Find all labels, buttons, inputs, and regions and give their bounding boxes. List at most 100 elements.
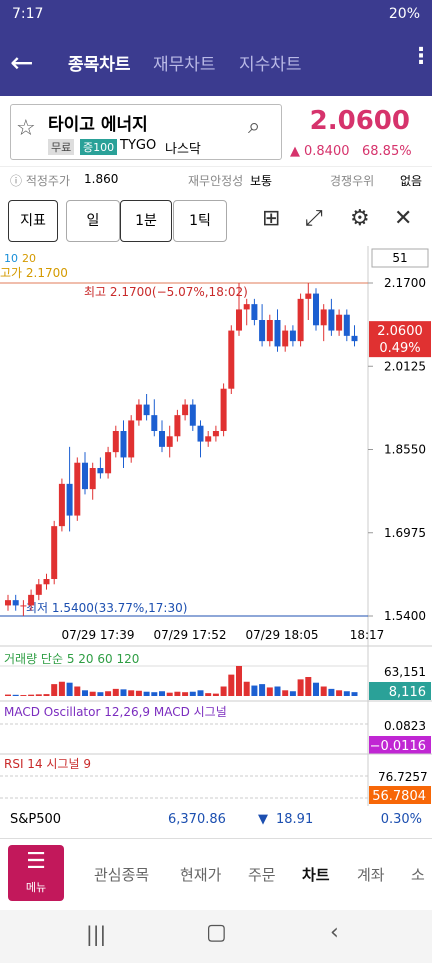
volume-bar — [35, 694, 42, 696]
candle-body — [128, 420, 135, 458]
volume-bar — [228, 674, 235, 696]
index-arrow: ▼ — [258, 812, 268, 827]
background — [0, 246, 432, 646]
info-value: 없음 — [400, 174, 423, 188]
status-battery: 20% — [388, 6, 420, 22]
candle-body — [313, 293, 319, 326]
menu-button[interactable]: ☰ 메뉴 — [8, 845, 64, 901]
candle-body — [259, 320, 266, 342]
volume-bar — [282, 690, 289, 696]
pane-title: RSI 14 시그널 9 — [4, 757, 91, 771]
volume-bar — [105, 691, 112, 696]
nav-item[interactable]: 차트 — [302, 866, 330, 884]
volume-bar — [82, 690, 88, 696]
volume-bar — [182, 692, 189, 696]
high-note: 최고 2.1700(−5.07%,18:02) — [84, 285, 248, 299]
volume-bar — [328, 688, 335, 696]
x-tick-label: 07/29 18:05 — [246, 628, 319, 642]
change-pct: 68.85% — [362, 144, 412, 159]
prev-high: 고가 2.1700 — [0, 266, 68, 280]
volume-bar — [313, 682, 319, 696]
button[interactable]: 1틱 — [173, 200, 227, 242]
candle-body — [266, 320, 273, 342]
ma-legend: 10 — [4, 252, 18, 265]
candle-body — [320, 309, 327, 326]
button[interactable]: 1분 — [120, 200, 172, 242]
volume-bar — [89, 691, 96, 696]
index-pct: 0.30% — [380, 812, 422, 827]
volume-bar — [43, 694, 50, 696]
tab[interactable]: 종목차트 — [68, 55, 131, 75]
candle-body — [5, 600, 11, 606]
star[interactable]: ☆ — [16, 116, 36, 141]
home-button[interactable]: ▢ — [206, 920, 227, 945]
ma-legend: 20 — [22, 252, 36, 265]
volume-bar — [12, 694, 19, 696]
menu-dots[interactable]: ⋮ — [410, 44, 432, 69]
volume-bar — [297, 679, 304, 696]
tools-icon[interactable]: ✕ — [394, 206, 413, 231]
volume-bar — [166, 692, 173, 696]
y-tick-label: 1.6975 — [384, 526, 426, 540]
volume-bar — [189, 691, 196, 696]
nav-item[interactable]: 현재가 — [180, 866, 222, 884]
layout-icon[interactable]: ⊞ — [262, 206, 281, 231]
recent-button[interactable]: ||| — [86, 922, 107, 946]
change-arrow: ▲ — [290, 144, 300, 159]
nav-item[interactable]: 관심종목 — [94, 866, 150, 884]
candle-body — [112, 431, 119, 453]
rsi-top: 76.7257 — [378, 770, 428, 784]
info-value: 보통 — [250, 174, 273, 188]
price-tag — [369, 321, 431, 358]
volume-bar — [174, 691, 181, 696]
volume-bar — [289, 691, 296, 696]
settings-icon[interactable]: ⚙ — [350, 206, 370, 231]
nav-item[interactable]: 주문 — [248, 866, 276, 884]
badge: 무료 — [48, 139, 75, 155]
index-change: 18.91 — [276, 812, 314, 827]
candle-body — [251, 304, 258, 320]
info-label: 재무안정성 — [188, 174, 244, 188]
candle-body — [58, 483, 65, 527]
expand-icon[interactable]: ⤢ — [305, 206, 323, 231]
search[interactable]: ⌕ — [248, 114, 261, 139]
y-tick-label: 2.1700 — [384, 276, 426, 290]
y-tick-label: 1.5400 — [384, 609, 426, 623]
volume-bar — [28, 694, 35, 696]
volume-bar — [66, 682, 73, 696]
volume-bar — [143, 691, 150, 696]
button[interactable]: 지표 — [8, 200, 58, 242]
volume-bar — [151, 692, 158, 696]
stock-box[interactable] — [10, 104, 282, 160]
status-time: 7:17 — [12, 6, 44, 22]
stock-name: 타이고 에너지 — [48, 115, 148, 135]
candle-body — [12, 600, 19, 606]
nav-item[interactable]: 소 — [411, 866, 425, 884]
candle-body — [143, 404, 150, 416]
candle-body — [135, 404, 142, 421]
button[interactable]: 일 — [66, 200, 120, 242]
divider — [0, 166, 432, 167]
volume-max: 63,151 — [384, 665, 426, 679]
market: 나스닥 — [165, 142, 201, 157]
info-label: ⓘ 적정주가 — [10, 174, 70, 188]
candle-body — [228, 330, 235, 389]
candle-body — [74, 462, 81, 516]
divider — [0, 838, 432, 839]
back-button[interactable]: ← — [10, 46, 34, 79]
low-note: 최저 1.5400(33.77%,17:30) — [26, 601, 187, 615]
volume-bar — [336, 690, 343, 696]
tab[interactable]: 지수차트 — [239, 55, 302, 75]
candle-body — [220, 388, 227, 431]
price: 2.0600 — [309, 106, 410, 136]
tab[interactable]: 재무차트 — [153, 55, 216, 75]
volume-bar — [212, 693, 219, 696]
pane-title: MACD Oscillator 12,26,9 MACD 시그널 — [4, 705, 227, 719]
volume-bar — [205, 693, 212, 696]
nav-item[interactable]: 계좌 — [357, 866, 385, 884]
volume-bar — [97, 692, 104, 696]
back-nav[interactable]: ‹ — [330, 920, 339, 945]
volume-bar — [251, 685, 258, 696]
candle-body — [282, 330, 289, 347]
